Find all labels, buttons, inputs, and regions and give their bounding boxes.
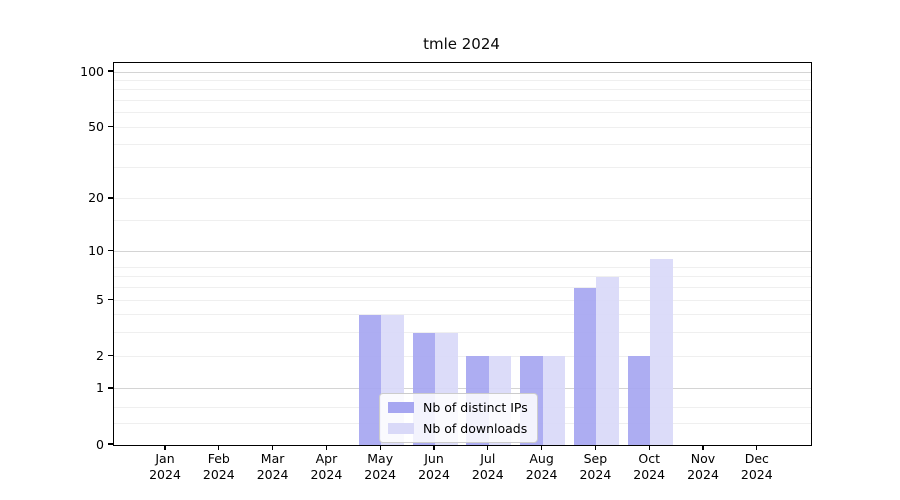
x-tick-label-jul: Jul 2024 xyxy=(460,451,516,482)
x-tick-month: Jul xyxy=(480,451,496,466)
x-tick-month: Jan xyxy=(155,451,175,466)
x-tick-month: Dec xyxy=(744,451,769,466)
x-tick-month: Aug xyxy=(529,451,554,466)
gridline-major xyxy=(114,388,811,390)
x-tick-year: 2024 xyxy=(471,466,504,482)
x-tick-mark xyxy=(756,445,758,450)
gridline-minor xyxy=(114,266,811,268)
bar-distinct-ips-may xyxy=(358,314,382,445)
y-tick-mark xyxy=(108,249,113,251)
y-tick-label: 1 xyxy=(96,380,104,396)
gridline-major xyxy=(114,250,811,252)
y-tick-mark xyxy=(108,298,113,300)
x-tick-year: 2024 xyxy=(579,466,612,482)
x-tick-mark xyxy=(325,445,328,450)
legend-label-downloads: Nb of downloads xyxy=(423,421,528,436)
x-tick-month: Mar xyxy=(260,451,285,466)
gridline-minor xyxy=(114,112,811,114)
gridline-minor xyxy=(114,220,811,222)
y-tick-mark xyxy=(108,70,113,72)
legend-item-downloads: Nb of downloads xyxy=(388,420,528,437)
x-tick-year: 2024 xyxy=(687,466,719,482)
x-tick-label-sep: Sep 2024 xyxy=(567,451,623,482)
y-tick-mark xyxy=(108,354,113,356)
legend-item-distinct-ips: Nb of distinct IPs xyxy=(388,399,528,416)
gridline-minor xyxy=(114,89,811,91)
x-tick-month: Apr xyxy=(315,451,338,466)
bar-downloads-aug xyxy=(542,356,566,445)
x-tick-label-nov: Nov 2024 xyxy=(675,451,731,482)
gridline-minor xyxy=(114,299,811,301)
x-tick-mark xyxy=(218,445,220,450)
gridline-minor xyxy=(114,144,811,146)
y-tick-label: 20 xyxy=(88,190,104,206)
x-tick-month: Sep xyxy=(583,451,608,466)
x-tick-month: Feb xyxy=(207,451,230,466)
x-tick-mark xyxy=(648,445,650,450)
x-tick-year: 2024 xyxy=(633,466,666,482)
gridline-minor xyxy=(114,332,811,334)
gridline-minor xyxy=(114,355,811,357)
x-tick-label-aug: Aug 2024 xyxy=(514,451,570,482)
gridline-minor xyxy=(114,126,811,128)
gridline-minor xyxy=(114,100,811,102)
legend-label-distinct-ips: Nb of distinct IPs xyxy=(423,400,528,415)
x-tick-year: 2024 xyxy=(418,466,450,482)
legend-swatch-distinct-ips-icon xyxy=(388,402,414,413)
gridline-minor xyxy=(114,167,811,168)
x-tick-mark xyxy=(164,445,166,450)
x-tick-mark xyxy=(702,445,704,450)
gridline-minor xyxy=(114,287,811,289)
x-tick-mark xyxy=(540,445,543,450)
y-tick-label: 5 xyxy=(96,291,104,307)
x-tick-year: 2024 xyxy=(364,466,397,482)
plot-area: Nb of distinct IPs Nb of downloads xyxy=(113,62,812,446)
bar-distinct-ips-oct xyxy=(627,356,651,445)
x-tick-year: 2024 xyxy=(149,466,181,482)
x-tick-year: 2024 xyxy=(256,466,289,482)
x-tick-label-jun: Jun 2024 xyxy=(406,451,462,482)
x-tick-mark xyxy=(487,445,489,450)
gridline-minor xyxy=(114,314,811,316)
y-tick-label: 0 xyxy=(96,436,104,452)
x-tick-mark xyxy=(433,445,435,450)
x-tick-month: May xyxy=(367,451,394,466)
y-tick-mark xyxy=(108,197,113,199)
bar-downloads-oct xyxy=(650,258,673,445)
bar-downloads-sep xyxy=(596,276,619,445)
x-tick-label-oct: Oct 2024 xyxy=(621,451,677,482)
x-tick-label-apr: Apr 2024 xyxy=(298,451,354,482)
legend: Nb of distinct IPs Nb of downloads xyxy=(379,393,538,443)
chart-title: tmle 2024 xyxy=(423,35,500,53)
y-tick-label: 50 xyxy=(88,118,104,134)
bar-distinct-ips-sep xyxy=(573,287,597,445)
x-tick-label-dec: Dec 2024 xyxy=(729,451,785,482)
x-tick-month: Oct xyxy=(638,451,660,466)
y-tick-mark xyxy=(108,387,113,389)
x-tick-label-feb: Feb 2024 xyxy=(191,451,247,482)
x-tick-month: Nov xyxy=(690,451,716,466)
gridline-minor xyxy=(114,79,811,81)
x-tick-mark xyxy=(271,445,274,450)
x-tick-year: 2024 xyxy=(525,466,558,482)
y-tick-mark xyxy=(108,125,113,127)
legend-swatch-downloads-icon xyxy=(388,423,414,434)
x-tick-label-jan: Jan 2024 xyxy=(137,451,193,482)
x-tick-month: Jun xyxy=(424,451,444,466)
gridline-minor xyxy=(114,198,811,200)
y-tick-label: 2 xyxy=(96,347,104,363)
y-tick-label: 100 xyxy=(80,63,104,79)
x-tick-year: 2024 xyxy=(740,466,773,482)
x-tick-mark xyxy=(594,445,597,450)
y-tick-mark xyxy=(108,443,113,445)
x-tick-year: 2024 xyxy=(310,466,343,482)
x-tick-mark xyxy=(379,445,381,450)
x-tick-year: 2024 xyxy=(202,466,235,482)
gridline-major xyxy=(114,71,811,73)
x-tick-label-mar: Mar 2024 xyxy=(245,451,301,482)
y-tick-label: 10 xyxy=(88,242,104,258)
gridline-minor xyxy=(114,276,811,278)
x-tick-label-may: May 2024 xyxy=(352,451,408,482)
